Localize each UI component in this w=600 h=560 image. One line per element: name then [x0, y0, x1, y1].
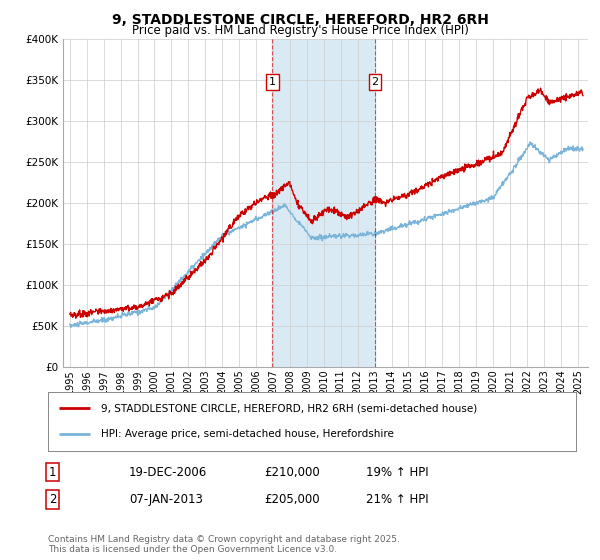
- Text: £205,000: £205,000: [264, 493, 320, 506]
- Text: 19-DEC-2006: 19-DEC-2006: [129, 465, 207, 479]
- Bar: [272, 39, 375, 367]
- Text: 9, STADDLESTONE CIRCLE, HEREFORD, HR2 6RH (semi-detached house): 9, STADDLESTONE CIRCLE, HEREFORD, HR2 6R…: [101, 403, 477, 413]
- Text: 1: 1: [49, 465, 56, 479]
- Text: 2: 2: [49, 493, 56, 506]
- Text: 07-JAN-2013: 07-JAN-2013: [129, 493, 203, 506]
- Text: Price paid vs. HM Land Registry's House Price Index (HPI): Price paid vs. HM Land Registry's House …: [131, 24, 469, 38]
- Text: £210,000: £210,000: [264, 465, 320, 479]
- Text: 2: 2: [371, 77, 379, 87]
- Text: HPI: Average price, semi-detached house, Herefordshire: HPI: Average price, semi-detached house,…: [101, 430, 394, 440]
- Text: 1: 1: [269, 77, 276, 87]
- Text: Contains HM Land Registry data © Crown copyright and database right 2025.
This d: Contains HM Land Registry data © Crown c…: [48, 535, 400, 554]
- Text: 21% ↑ HPI: 21% ↑ HPI: [366, 493, 428, 506]
- Text: 19% ↑ HPI: 19% ↑ HPI: [366, 465, 428, 479]
- Text: 9, STADDLESTONE CIRCLE, HEREFORD, HR2 6RH: 9, STADDLESTONE CIRCLE, HEREFORD, HR2 6R…: [112, 13, 488, 27]
